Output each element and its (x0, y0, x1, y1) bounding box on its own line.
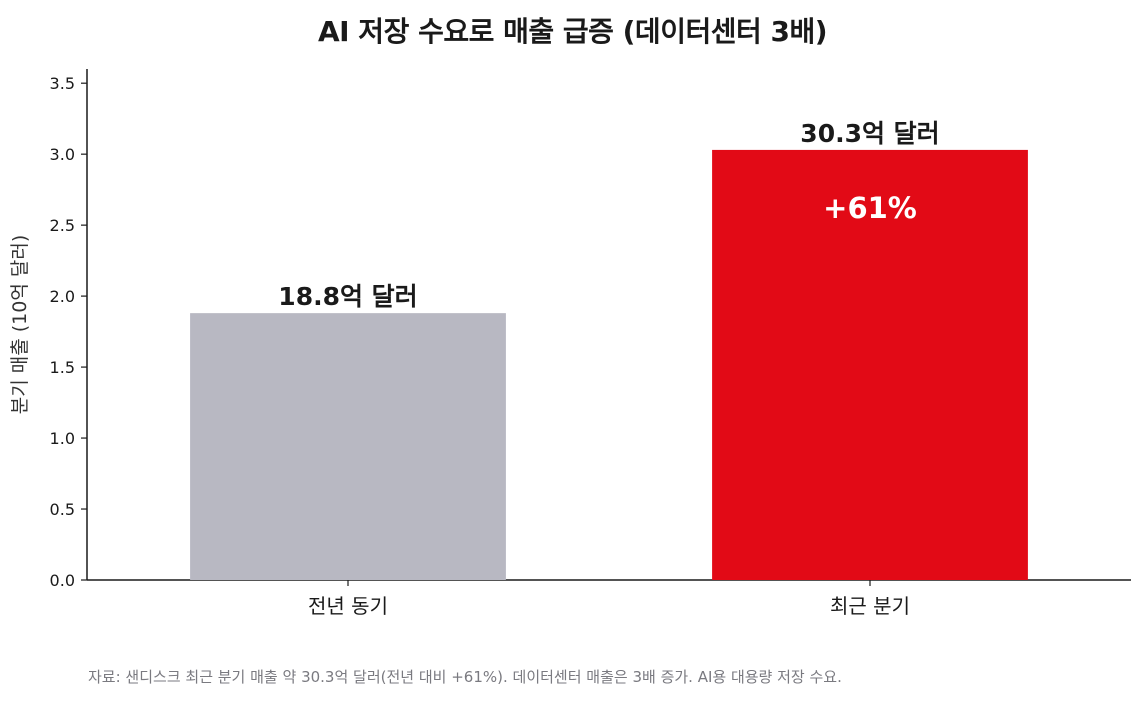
y-tick-label: 0.0 (50, 571, 75, 590)
bar (712, 149, 1028, 581)
y-tick-label: 3.5 (50, 74, 75, 93)
y-tick-label: 2.5 (50, 216, 75, 235)
x-tick-label: 전년 동기 (308, 594, 388, 618)
y-axis-label: 분기 매출 (10억 달러) (9, 235, 31, 414)
bar (190, 313, 506, 580)
bar-value-label: 30.3억 달러 (800, 119, 939, 148)
bar-value-label: 18.8억 달러 (278, 282, 417, 311)
y-tick-label: 3.0 (50, 145, 75, 164)
growth-annotation: +61% (823, 191, 917, 225)
y-tick-label: 0.5 (50, 500, 75, 519)
y-tick-label: 1.0 (50, 429, 75, 448)
chart-title: AI 저장 수요로 매출 급증 (데이터센터 3배) (317, 15, 828, 48)
y-tick-label: 2.0 (50, 287, 75, 306)
x-tick-label: 최근 분기 (830, 594, 910, 618)
y-tick-label: 1.5 (50, 358, 75, 377)
source-note: 자료: 샌디스크 최근 분기 매출 약 30.3억 달러(전년 대비 +61%)… (88, 668, 842, 686)
